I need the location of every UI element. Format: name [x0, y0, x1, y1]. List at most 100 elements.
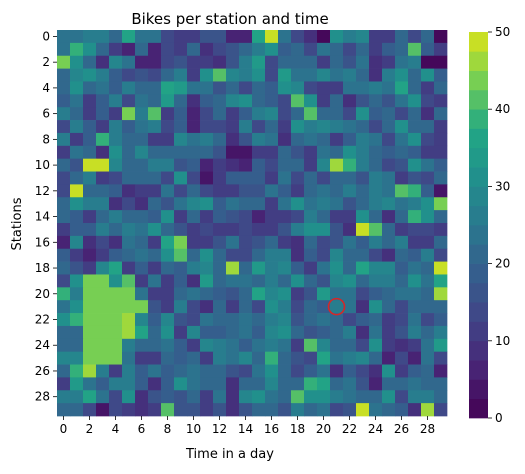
heatmap-cell [330, 158, 344, 172]
x-tick-label: 16 [264, 422, 279, 436]
heatmap-cell [317, 274, 331, 288]
heatmap-cell [304, 338, 318, 353]
heatmap-cell [395, 107, 409, 121]
heatmap-cell [226, 313, 240, 327]
heatmap-cell [369, 287, 383, 301]
heatmap-cell [278, 120, 292, 134]
colorbar-segment [469, 302, 488, 322]
heatmap-cell [200, 338, 214, 353]
heatmap-cell [265, 261, 279, 275]
heatmap-cell [187, 30, 201, 44]
heatmap-cell [70, 313, 84, 327]
heatmap-cell [57, 377, 71, 391]
x-tick-label: 0 [60, 422, 68, 436]
heatmap-cell [395, 55, 409, 69]
heatmap-cell [239, 158, 253, 172]
heatmap-cell [395, 390, 409, 404]
heatmap-cell [317, 223, 331, 237]
heatmap-cell [57, 197, 71, 211]
heatmap-cell [200, 248, 214, 262]
heatmap-cell [304, 300, 318, 314]
heatmap-cell [148, 120, 162, 134]
heatmap-cell [356, 210, 370, 224]
heatmap-cell [278, 313, 292, 327]
heatmap-cell [382, 42, 396, 57]
heatmap-cell [57, 158, 71, 172]
heatmap-cell [356, 171, 370, 185]
heatmap-cell [135, 351, 149, 365]
heatmap-cell [83, 248, 97, 262]
heatmap-cell [434, 300, 448, 314]
heatmap-cell [96, 300, 110, 314]
heatmap-cell [356, 325, 370, 340]
heatmap-cell [213, 120, 227, 134]
heatmap-cell [330, 132, 344, 147]
heatmap-cell [330, 338, 344, 353]
x-axis-label: Time in a day [185, 447, 274, 462]
heatmap-cell [434, 145, 448, 160]
heatmap-cell [226, 325, 240, 340]
heatmap-cell [421, 377, 435, 391]
heatmap-cell [356, 197, 370, 211]
heatmap-cell [161, 364, 175, 378]
heatmap-cell [148, 223, 162, 237]
heatmap-cell [148, 364, 162, 378]
heatmap-cell [57, 287, 71, 301]
heatmap-cell [395, 30, 409, 44]
x-tick-label: 6 [138, 422, 146, 436]
heatmap-cell [343, 158, 357, 172]
heatmap-cell [70, 274, 84, 288]
heatmap-cell [109, 30, 123, 44]
heatmap-cell [343, 274, 357, 288]
heatmap-cell [395, 274, 409, 288]
heatmap-cell [96, 223, 110, 237]
heatmap-cell [200, 184, 214, 198]
heatmap-cell [96, 184, 110, 198]
heatmap-cell [122, 325, 136, 340]
colorbar-segment [469, 51, 488, 71]
heatmap-cell [278, 261, 292, 275]
heatmap-cell [434, 42, 448, 57]
heatmap-cell [421, 235, 435, 250]
heatmap-cell [161, 223, 175, 237]
heatmap-cell [83, 42, 97, 57]
heatmap-cell [122, 287, 136, 301]
x-tick-label: 24 [368, 422, 383, 436]
heatmap-cell [226, 364, 240, 378]
colorbar-segment [469, 205, 488, 226]
heatmap-cell [369, 94, 383, 108]
heatmap-cell [408, 30, 422, 44]
heatmap-cell [434, 184, 448, 198]
heatmap-cell [252, 42, 266, 57]
heatmap-cell [70, 210, 84, 224]
heatmap-cell [57, 42, 71, 57]
heatmap-cell [213, 287, 227, 301]
heatmap-cell [343, 171, 357, 185]
heatmap-cell [434, 132, 448, 147]
heatmap-cell [213, 55, 227, 69]
heatmap-cell [83, 287, 97, 301]
heatmap-cell [356, 42, 370, 57]
heatmap-cell [369, 107, 383, 121]
heatmap-cell [96, 30, 110, 44]
colorbar-segment [469, 186, 488, 207]
heatmap-cell [304, 248, 318, 262]
heatmap-cell [226, 132, 240, 147]
heatmap-cell [252, 377, 266, 391]
heatmap-cell [96, 94, 110, 108]
heatmap-cell [421, 223, 435, 237]
heatmap-cell [343, 325, 357, 340]
heatmap-cell [174, 132, 188, 147]
y-tick-label: 20 [35, 287, 50, 301]
x-tick-label: 8 [164, 422, 172, 436]
heatmap-cell [135, 120, 149, 134]
heatmap-cell [252, 107, 266, 121]
heatmap-cell [434, 30, 448, 44]
heatmap-cell [109, 68, 123, 82]
heatmap-cell [304, 351, 318, 365]
heatmap-cell [369, 313, 383, 327]
heatmap-cell [317, 351, 331, 365]
heatmap-cell [187, 171, 201, 185]
heatmap-cell [278, 300, 292, 314]
